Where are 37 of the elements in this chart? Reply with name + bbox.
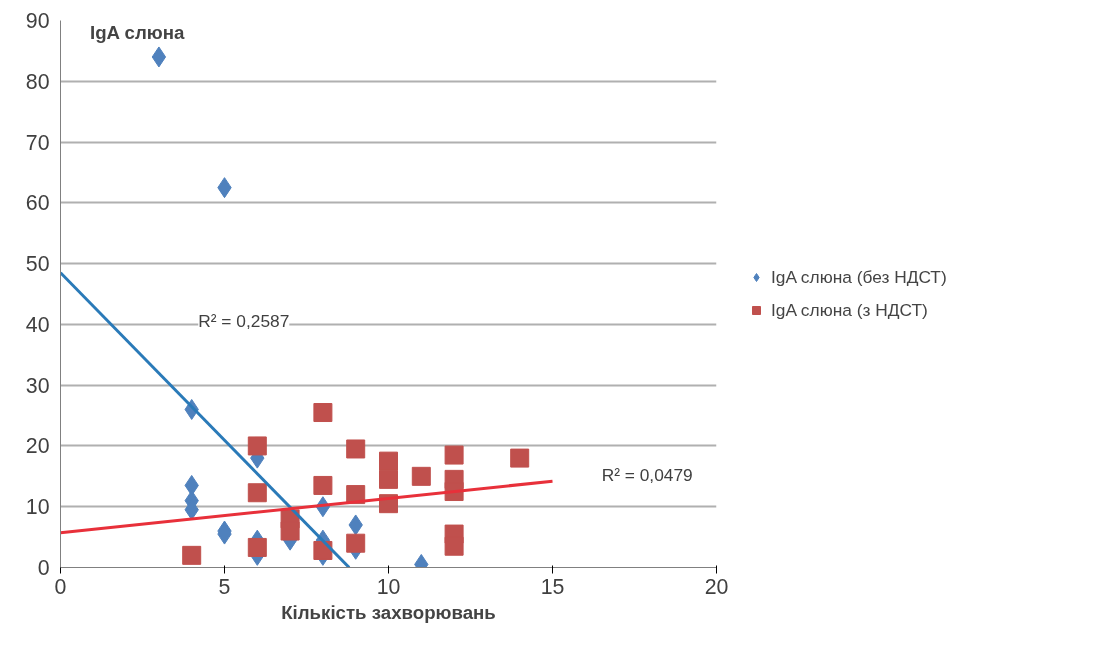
point bbox=[444, 445, 464, 465]
point bbox=[247, 483, 267, 503]
chart-title: IgA слюна bbox=[90, 21, 185, 43]
y-tick-label: 30 bbox=[25, 373, 50, 398]
y-tick-label: 20 bbox=[25, 434, 50, 459]
point bbox=[313, 475, 333, 495]
point bbox=[247, 436, 267, 456]
y-tick-label: 70 bbox=[25, 130, 50, 155]
y-tick-label: 60 bbox=[25, 191, 50, 216]
x-axis-title: Кількість захворювань bbox=[281, 601, 496, 623]
x-tick-label: 10 bbox=[376, 574, 401, 599]
y-tick-label: 50 bbox=[25, 252, 50, 277]
legend-label: IgA слюна (без НДСТ) bbox=[771, 266, 947, 288]
point bbox=[379, 451, 398, 471]
y-tick-label: 10 bbox=[25, 495, 50, 520]
point bbox=[280, 521, 300, 541]
y-tick-label: 0 bbox=[37, 556, 50, 580]
point bbox=[182, 545, 202, 565]
x-tick-label: 5 bbox=[218, 574, 231, 599]
legend-label: IgA слюна (з НДСТ) bbox=[771, 299, 928, 321]
point bbox=[346, 533, 366, 553]
point bbox=[247, 537, 267, 557]
x-tick-label: 20 bbox=[704, 574, 729, 599]
point bbox=[510, 448, 530, 468]
x-tick-label: 0 bbox=[54, 574, 67, 599]
annotation: R² = 0,2587 bbox=[198, 311, 290, 332]
point bbox=[313, 403, 333, 423]
y-tick-label: 90 bbox=[25, 9, 50, 33]
annotation: R² = 0,0479 bbox=[601, 464, 693, 485]
point bbox=[151, 46, 167, 68]
y-tick-label: 40 bbox=[25, 312, 50, 337]
point bbox=[346, 439, 366, 459]
y-tick-label: 80 bbox=[25, 69, 50, 94]
point bbox=[379, 469, 398, 489]
x-tick-label: 15 bbox=[540, 574, 565, 599]
point bbox=[411, 466, 431, 486]
point bbox=[444, 536, 464, 556]
